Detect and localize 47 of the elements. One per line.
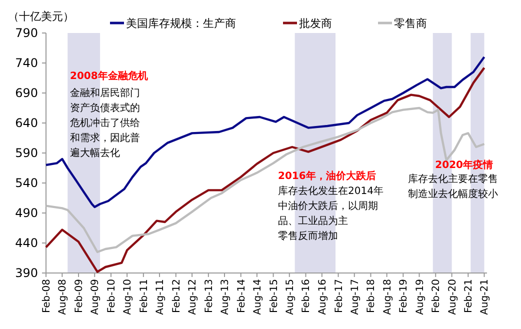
x-tick-label: Aug-21 <box>480 279 491 315</box>
x-tick-label: Feb-16 <box>301 279 312 314</box>
x-tick-label: Aug-08 <box>58 279 69 315</box>
y-tick-label: 390 <box>15 266 38 280</box>
x-tick-label: Feb-21 <box>464 279 475 314</box>
y-tick-label: 590 <box>15 146 38 160</box>
x-tick-label: Feb-13 <box>204 279 215 314</box>
y-tick-label: 440 <box>15 236 38 250</box>
y-tick-label: 540 <box>15 176 38 190</box>
x-tick-label: Feb-09 <box>74 279 86 314</box>
x-tick-label: Aug-09 <box>90 279 102 315</box>
x-tick-label: Feb-15 <box>268 279 280 314</box>
annotation: 2020年疫情 <box>435 159 493 171</box>
y-axis-title: （十亿美元） <box>8 10 74 23</box>
x-tick-label: Aug-17 <box>350 279 361 315</box>
x-tick-label: Feb-10 <box>106 279 118 314</box>
x-tick-label: Aug-20 <box>447 279 458 315</box>
y-tick-label: 490 <box>15 206 38 220</box>
x-tick-label: Aug-18 <box>382 279 394 315</box>
x-tick-label: Feb-11 <box>138 279 150 314</box>
y-tick-label: 690 <box>15 86 38 100</box>
annotation: 2016年，油价大跌后 <box>278 170 376 182</box>
x-tick-label: Aug-11 <box>155 279 166 315</box>
x-tick-label: Aug-12 <box>188 279 199 315</box>
annotation: 库存去化发生在2014年中油价大跌后，以周期品、工业品为主零售反而增加 <box>278 185 384 242</box>
legend-label: 零售商 <box>394 16 427 30</box>
x-tick-label: Feb-20 <box>431 279 442 314</box>
annotation: 金融和居民部门资产负债表式的危机冲击了供给和需求，因此普遍大幅去化 <box>70 87 140 159</box>
y-tick-label: 740 <box>15 56 38 70</box>
x-tick-label: Feb-17 <box>334 279 345 314</box>
x-tick-label: Aug-14 <box>252 279 264 315</box>
y-tick-label: 790 <box>15 26 38 40</box>
x-tick-label: Feb-12 <box>171 279 182 314</box>
x-tick-label: Aug-15 <box>284 279 296 315</box>
x-tick-label: Aug-10 <box>122 279 134 315</box>
annotation: 2008年金融危机 <box>70 70 148 82</box>
x-tick-label: Aug-13 <box>220 279 231 315</box>
legend-label: 批发商 <box>299 16 332 30</box>
x-tick-label: Feb-19 <box>398 279 410 314</box>
x-tick-label: Aug-16 <box>317 279 328 315</box>
x-tick-label: Feb-18 <box>366 279 378 314</box>
x-tick-label: Aug-19 <box>414 279 426 315</box>
annotation: 库存去化主要在零售制造业去化幅度较小 <box>408 173 498 200</box>
legend-label: 美国库存规模：生产商 <box>126 16 236 30</box>
x-tick-label: Feb-14 <box>236 279 248 314</box>
y-tick-label: 640 <box>15 116 38 130</box>
x-tick-label: Feb-08 <box>42 279 52 314</box>
